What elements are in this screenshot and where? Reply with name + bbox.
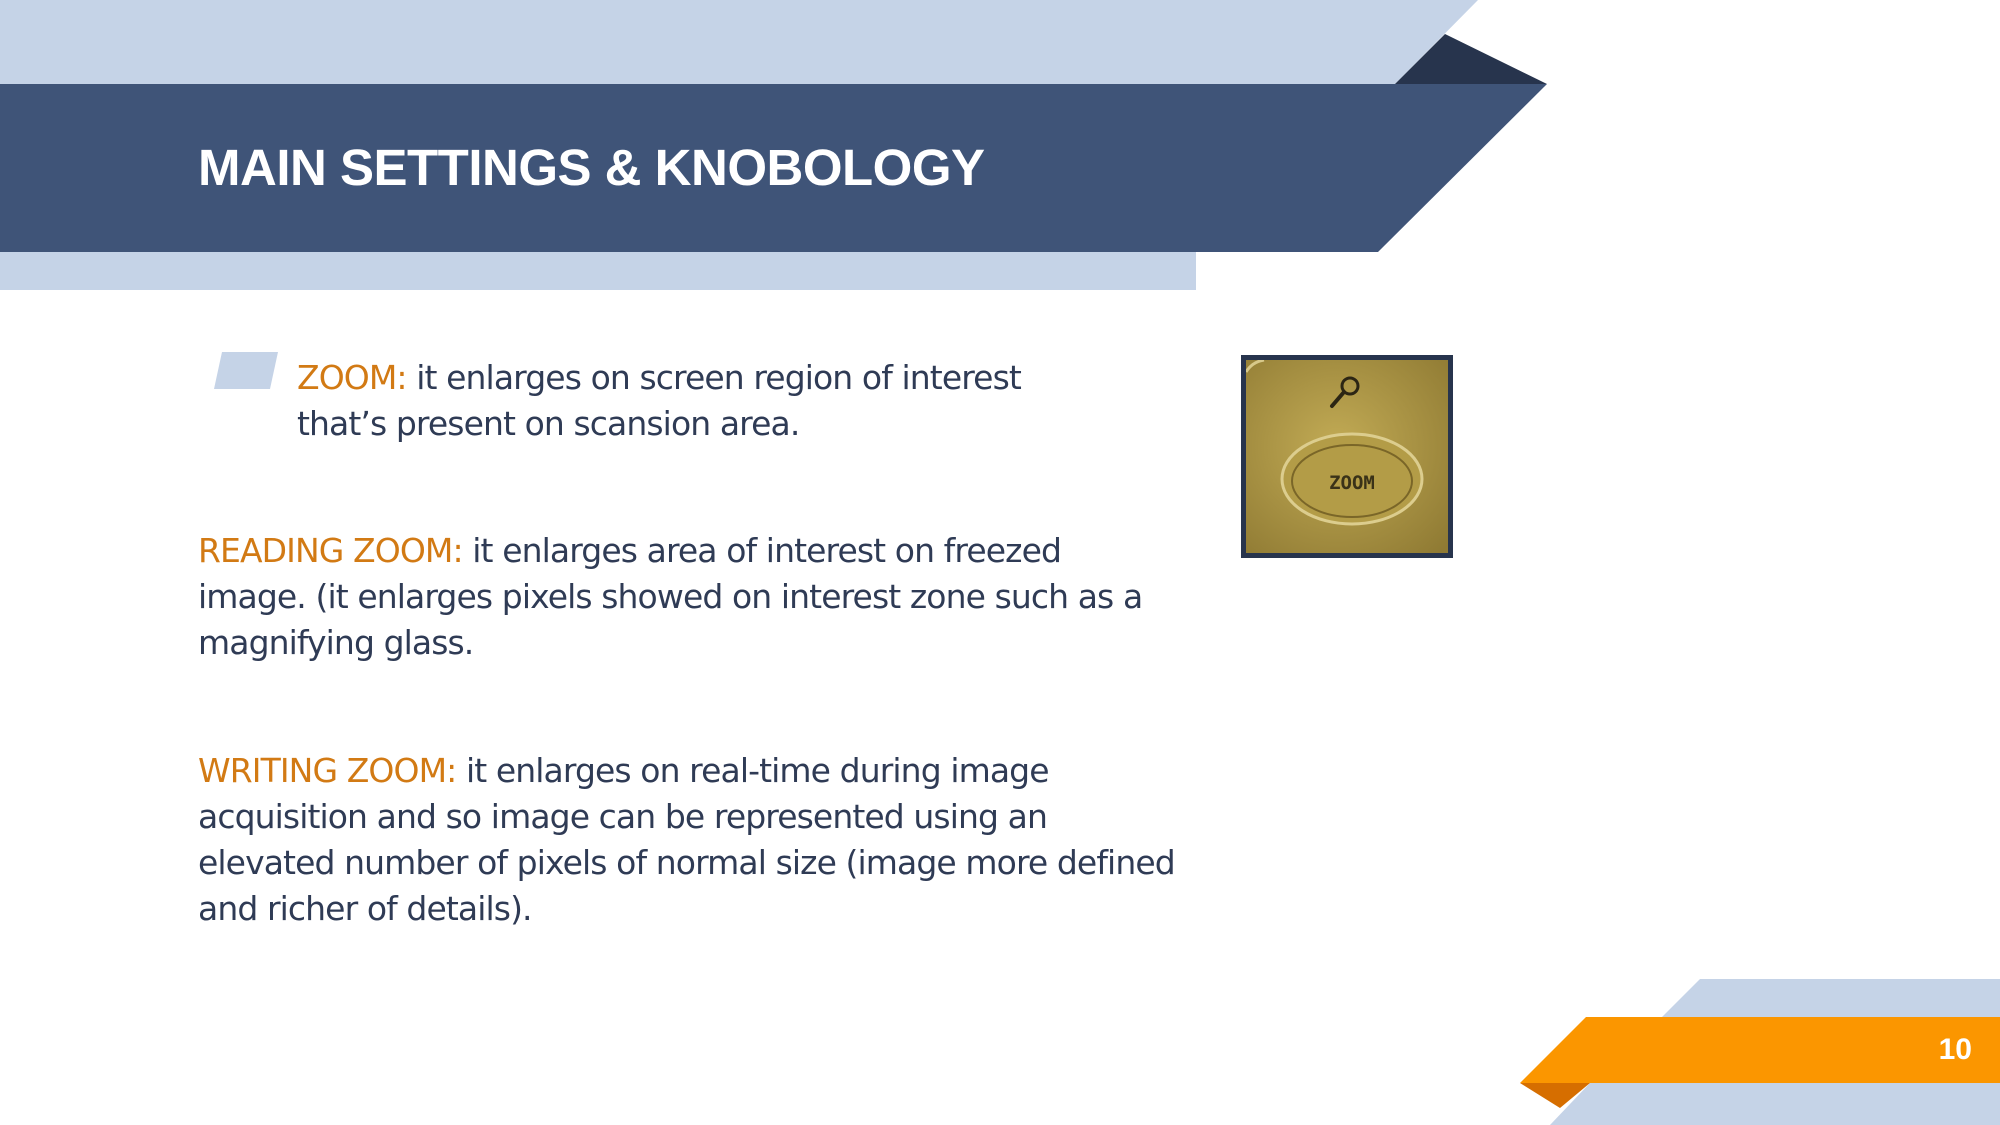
zoom-button-illustration: ZOOM	[1246, 360, 1448, 553]
reading-zoom-description: it enlarges area of interest on freezed …	[198, 531, 1143, 662]
reading-zoom-paragraph: READING ZOOM: it enlarges area of intere…	[198, 528, 1178, 666]
header-dark-triangle	[1395, 34, 1547, 84]
footer-light-band-bottom	[1550, 1083, 2000, 1125]
writing-zoom-label: WRITING ZOOM:	[198, 751, 457, 790]
reading-zoom-label: READING ZOOM:	[198, 531, 464, 570]
magnifier-icon	[1330, 376, 1360, 408]
footer-light-band-top	[1662, 979, 2000, 1017]
zoom-button-text: ZOOM	[1329, 472, 1375, 494]
zoom-label: ZOOM:	[297, 358, 408, 397]
slide-title: MAIN SETTINGS & KNOBOLOGY	[198, 139, 985, 196]
writing-zoom-description: it enlarges on real-time during image ac…	[198, 751, 1176, 928]
footer-orange-band	[1520, 1017, 2000, 1083]
bullet-marker	[214, 352, 278, 389]
zoom-description: it enlarges on screen region of interest…	[297, 358, 1022, 443]
zoom-button-photo: ZOOM	[1241, 355, 1453, 558]
footer-orange-fold	[1520, 1083, 1590, 1108]
header-dark-band	[0, 84, 1547, 252]
zoom-paragraph: ZOOM: it enlarges on screen region of in…	[297, 355, 1117, 447]
page-number: 10	[1938, 1033, 1972, 1066]
writing-zoom-paragraph: WRITING ZOOM: it enlarges on real-time d…	[198, 748, 1178, 932]
